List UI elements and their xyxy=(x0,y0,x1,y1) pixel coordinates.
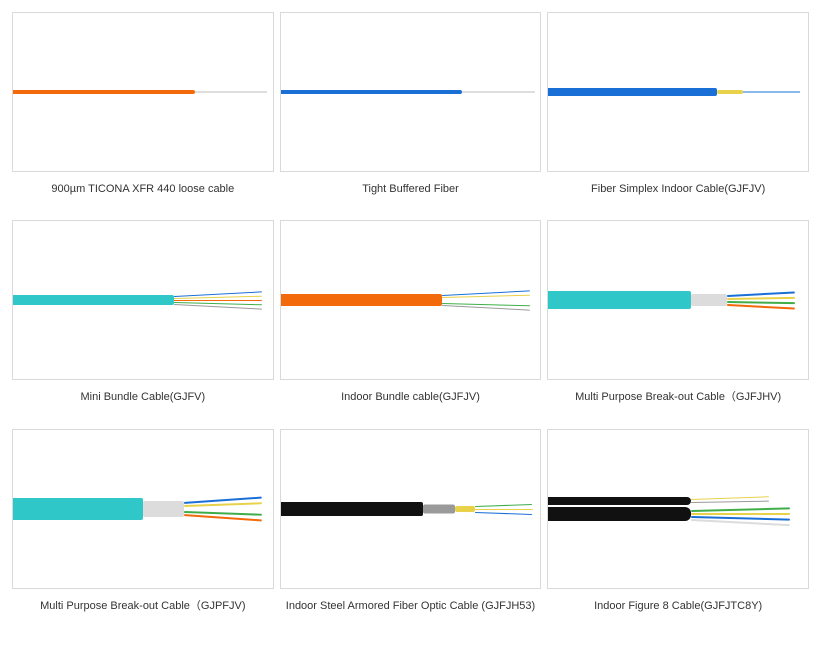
product-image xyxy=(547,12,809,172)
product-cell: Tight Buffered Fiber xyxy=(280,12,542,214)
product-caption: 900µm TICONA XFR 440 loose cable xyxy=(12,172,274,214)
product-cell: Indoor Steel Armored Fiber Optic Cable (… xyxy=(280,429,542,631)
product-caption: Indoor Bundle cable(GJFJV) xyxy=(280,380,542,422)
product-image xyxy=(12,429,274,589)
product-caption: Multi Purpose Break-out Cable（GJPFJV) xyxy=(12,589,274,631)
product-grid: 900µm TICONA XFR 440 loose cable Tight B… xyxy=(12,12,809,631)
product-caption: Indoor Steel Armored Fiber Optic Cable (… xyxy=(280,589,542,631)
product-cell: Multi Purpose Break-out Cable（GJPFJV) xyxy=(12,429,274,631)
product-caption: Indoor Figure 8 Cable(GJFJTC8Y) xyxy=(547,589,809,631)
product-cell: Fiber Simplex Indoor Cable(GJFJV) xyxy=(547,12,809,214)
product-cell: 900µm TICONA XFR 440 loose cable xyxy=(12,12,274,214)
product-caption: Multi Purpose Break-out Cable（GJFJHV) xyxy=(547,380,809,422)
product-image xyxy=(12,12,274,172)
product-image xyxy=(280,429,542,589)
product-caption: Tight Buffered Fiber xyxy=(280,172,542,214)
product-image xyxy=(12,220,274,380)
product-image xyxy=(547,220,809,380)
product-cell: Mini Bundle Cable(GJFV) xyxy=(12,220,274,422)
product-image xyxy=(280,220,542,380)
product-image xyxy=(280,12,542,172)
product-cell: Multi Purpose Break-out Cable（GJFJHV) xyxy=(547,220,809,422)
product-caption: Mini Bundle Cable(GJFV) xyxy=(12,380,274,422)
product-cell: Indoor Bundle cable(GJFJV) xyxy=(280,220,542,422)
product-caption: Fiber Simplex Indoor Cable(GJFJV) xyxy=(547,172,809,214)
product-image xyxy=(547,429,809,589)
product-cell: Indoor Figure 8 Cable(GJFJTC8Y) xyxy=(547,429,809,631)
